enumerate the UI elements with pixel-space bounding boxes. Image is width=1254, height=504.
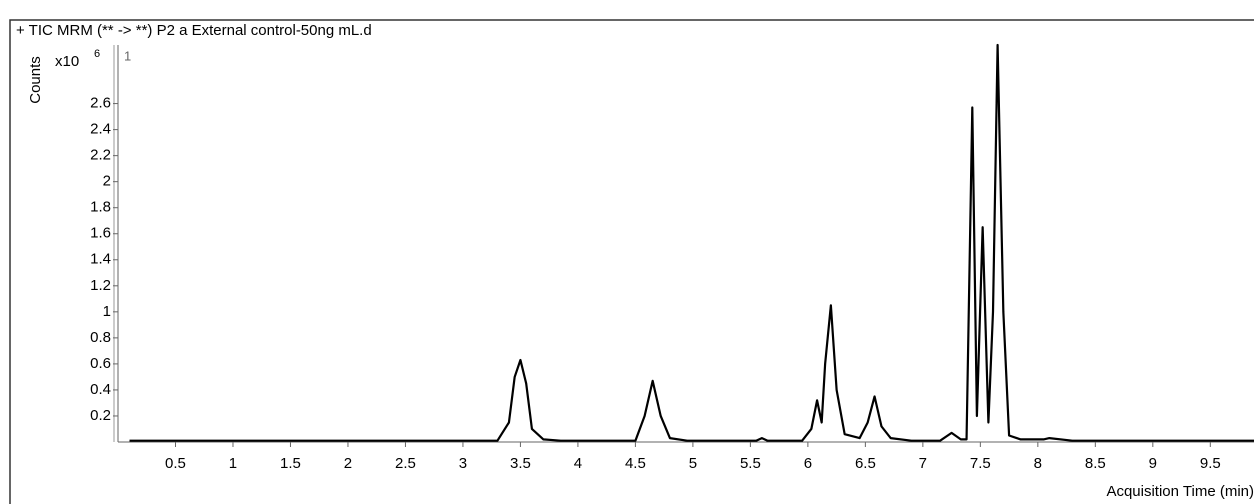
y-tick-label: 2.2 bbox=[90, 147, 111, 164]
x-tick-label: 5 bbox=[689, 455, 697, 472]
y-tick-label: 0.8 bbox=[90, 329, 111, 346]
y-tick-label: 0.4 bbox=[90, 381, 111, 398]
y-tick-label: 1.8 bbox=[90, 199, 111, 216]
y-tick-label: 2.4 bbox=[90, 121, 111, 138]
chart-title: + TIC MRM (** -> **) P2 a External contr… bbox=[16, 22, 372, 39]
x-axis-label: Acquisition Time (min) bbox=[1106, 483, 1254, 500]
x-tick-label: 0.5 bbox=[165, 455, 186, 472]
y-multiplier-base: x10 bbox=[55, 53, 79, 70]
x-tick-label: 7 bbox=[919, 455, 927, 472]
x-tick-label: 2 bbox=[344, 455, 352, 472]
y-tick-label: 2 bbox=[103, 173, 111, 190]
chromatogram-line bbox=[129, 43, 1254, 442]
y-tick-label: 1.4 bbox=[90, 251, 111, 268]
y-tick-label: 0.2 bbox=[90, 407, 111, 424]
x-tick-label: 1 bbox=[229, 455, 237, 472]
x-tick-label: 2.5 bbox=[395, 455, 416, 472]
y-tick-label: 0.6 bbox=[90, 355, 111, 372]
y-tick-label: 1 bbox=[103, 303, 111, 320]
y-tick-label: 2.6 bbox=[90, 95, 111, 112]
panel-border bbox=[9, 19, 1254, 504]
y-axis-label: Counts bbox=[27, 56, 44, 104]
y-multiplier-exponent: 6 bbox=[94, 48, 100, 60]
x-tick-label: 3 bbox=[459, 455, 467, 472]
panel-label: 1 bbox=[124, 48, 131, 63]
x-tick-label: 6.5 bbox=[855, 455, 876, 472]
x-tick-label: 6 bbox=[804, 455, 812, 472]
y-tick-label: 1.2 bbox=[90, 277, 111, 294]
x-tick-label: 4.5 bbox=[625, 455, 646, 472]
x-tick-label: 7.5 bbox=[970, 455, 991, 472]
x-tick-label: 8.5 bbox=[1085, 455, 1106, 472]
x-tick-label: 9.5 bbox=[1200, 455, 1221, 472]
x-tick-label: 5.5 bbox=[740, 455, 761, 472]
y-tick-label: 1.6 bbox=[90, 225, 111, 242]
x-tick-label: 8 bbox=[1034, 455, 1042, 472]
x-tick-label: 4 bbox=[574, 455, 582, 472]
x-tick-label: 9 bbox=[1149, 455, 1157, 472]
x-tick-label: 1.5 bbox=[280, 455, 301, 472]
x-tick-label: 3.5 bbox=[510, 455, 531, 472]
